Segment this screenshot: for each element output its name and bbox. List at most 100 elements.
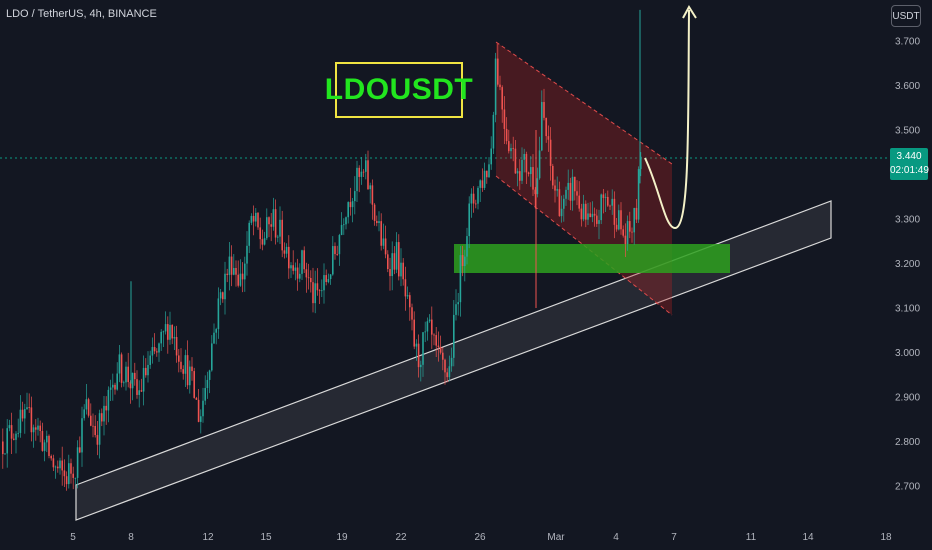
- candle-up: [255, 212, 257, 222]
- candle-up: [530, 167, 532, 175]
- candle-up: [215, 329, 217, 333]
- candle-up: [24, 409, 26, 419]
- candle-up: [74, 477, 77, 479]
- candle-up: [448, 366, 451, 378]
- candle-up: [332, 246, 334, 275]
- candle-down: [393, 253, 396, 270]
- candle-down: [576, 191, 578, 196]
- price-axis[interactable]: 3.700 3.600 3.500 3.300 3.200 3.100 3.000 2.900…: [895, 37, 920, 493]
- candle-up: [125, 366, 127, 383]
- candle-up: [6, 428, 8, 454]
- candle-down: [65, 476, 68, 485]
- candle-up: [490, 148, 492, 165]
- support-zone[interactable]: [454, 244, 730, 273]
- candle-down: [358, 167, 360, 177]
- time-axis[interactable]: 5 8 12 15 19 22 26 Mar 4 7 11 14 18: [70, 532, 892, 543]
- candle-down: [376, 220, 378, 224]
- candle-up: [329, 274, 332, 280]
- candle-up: [151, 347, 154, 356]
- candle-up: [211, 343, 213, 371]
- price-tick-label: 2.700: [895, 482, 920, 493]
- projection-arrowhead-icon: [682, 5, 697, 19]
- candle-up: [598, 220, 600, 224]
- candle-up: [164, 324, 167, 332]
- candle-down: [389, 269, 391, 277]
- price-tick-label: 3.500: [895, 126, 920, 137]
- candle-up: [59, 460, 61, 469]
- candle-down: [398, 242, 400, 277]
- candle-up: [116, 373, 118, 390]
- candle-up: [428, 319, 431, 322]
- candle-up: [233, 267, 235, 275]
- candle-down: [41, 430, 44, 451]
- candle-up: [246, 245, 248, 264]
- candle-down: [28, 407, 30, 409]
- candle-down: [129, 382, 132, 389]
- candle-down: [481, 180, 484, 188]
- time-tick-label: 4: [613, 532, 619, 543]
- candle-up: [459, 255, 462, 303]
- candle-up: [266, 217, 268, 239]
- candle-down: [134, 372, 136, 380]
- candle-down: [57, 466, 59, 469]
- candle-down: [193, 371, 195, 398]
- candle-up: [68, 463, 70, 485]
- candle-down: [10, 425, 13, 439]
- candle-up: [160, 331, 162, 344]
- candle-down: [446, 372, 448, 378]
- candle-up: [147, 364, 149, 376]
- candle-up: [162, 331, 165, 333]
- candle-up: [494, 58, 497, 115]
- candle-down: [558, 189, 561, 217]
- candle-up: [169, 324, 171, 340]
- candle-up: [248, 222, 250, 246]
- price-tick-label: 3.000: [895, 348, 920, 359]
- candles-group: [2, 9, 642, 491]
- time-tick-label: 18: [880, 532, 892, 543]
- candle-down: [259, 227, 261, 240]
- candle-up: [202, 400, 204, 417]
- bar-countdown: 02:01:49: [890, 165, 929, 176]
- candle-down: [252, 215, 255, 222]
- candle-up: [142, 367, 145, 392]
- candle-down: [609, 205, 611, 207]
- candle-down: [274, 209, 277, 238]
- currency-button[interactable]: USDT: [891, 5, 921, 27]
- candle-up: [118, 354, 121, 374]
- candle-up: [103, 405, 105, 422]
- candle-down: [35, 427, 37, 430]
- candle-up: [294, 267, 297, 271]
- candle-down: [519, 171, 521, 181]
- candle-up: [8, 425, 11, 429]
- candle-down: [334, 246, 336, 255]
- candle-down: [442, 352, 444, 360]
- time-tick-label: 11: [746, 532, 757, 543]
- candle-up: [587, 213, 589, 220]
- candle-up: [591, 213, 594, 218]
- candle-up: [299, 273, 301, 279]
- time-tick-label: 14: [802, 532, 814, 543]
- candle-up: [46, 435, 48, 443]
- candle-down: [167, 324, 169, 340]
- candle-down: [156, 351, 158, 353]
- candle-down: [475, 203, 477, 205]
- candle-up: [206, 379, 209, 389]
- candle-up: [470, 193, 473, 204]
- time-tick-label: 19: [336, 532, 348, 543]
- candle-down: [615, 224, 618, 230]
- candle-down: [70, 463, 72, 474]
- candle-down: [305, 269, 308, 278]
- candle-up: [123, 382, 125, 384]
- candle-up: [263, 238, 266, 245]
- candle-down: [367, 160, 369, 190]
- candle-down: [114, 384, 116, 390]
- candle-down: [72, 473, 74, 478]
- candle-down: [312, 282, 314, 304]
- candle-down: [325, 275, 327, 283]
- candle-up: [618, 210, 620, 230]
- candle-down: [472, 193, 475, 204]
- candle-up: [204, 388, 206, 401]
- projection-path: [644, 9, 690, 230]
- candle-down: [283, 250, 286, 254]
